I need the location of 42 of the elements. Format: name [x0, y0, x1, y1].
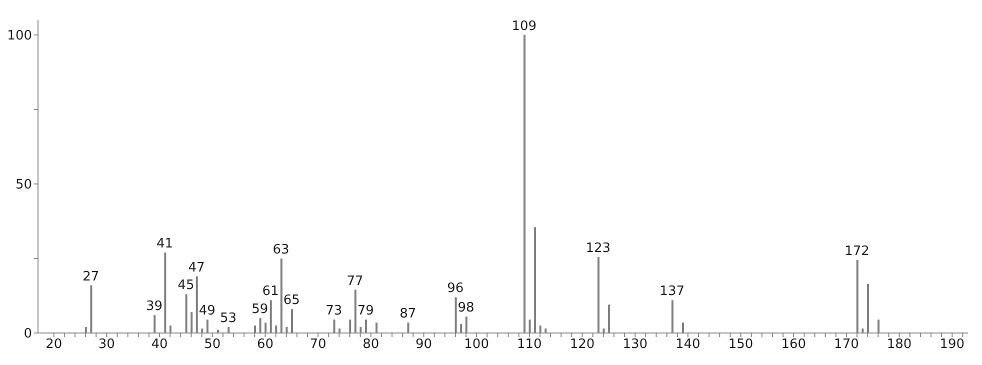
x-tick-label: 180 [886, 337, 912, 352]
annotation: 45 [178, 278, 194, 294]
y-tick-label: 100 [7, 28, 32, 44]
x-tick-label: 90 [415, 337, 432, 352]
annotation: 98 [458, 300, 474, 316]
annotation: 172 [844, 244, 870, 259]
annotation: 87 [400, 306, 416, 322]
annotation: 27 [82, 269, 100, 284]
annotation: 73 [326, 304, 342, 319]
annotation: 65 [283, 293, 300, 308]
annotation: 61 [262, 284, 279, 300]
annotation: 53 [220, 311, 236, 326]
annotation: 77 [346, 274, 364, 289]
y-tick-label: 50 [15, 178, 32, 193]
annotation: 41 [156, 236, 174, 252]
x-tick-label: 30 [98, 337, 115, 352]
annotation: 39 [146, 299, 163, 314]
annotation: 49 [198, 304, 216, 319]
x-tick-label: 160 [781, 337, 806, 352]
x-tick-label: 70 [310, 337, 326, 352]
x-tick-label: 100 [464, 337, 489, 352]
x-tick-label: 110 [517, 337, 542, 352]
x-tick-label: 20 [46, 337, 62, 352]
annotation: 59 [252, 302, 268, 318]
x-tick-label: 130 [622, 337, 648, 352]
annotation: 96 [447, 281, 464, 296]
y-tick-label: 0 [24, 326, 32, 342]
x-tick-label: 60 [256, 337, 274, 352]
annotation: 137 [660, 284, 685, 300]
x-tick-label: 40 [151, 337, 168, 352]
annotation: 47 [188, 260, 205, 276]
x-tick-label: 140 [676, 337, 700, 352]
annotation: 63 [272, 242, 290, 258]
x-tick-label: 170 [834, 337, 859, 352]
x-tick-label: 190 [940, 337, 965, 352]
annotation: 123 [586, 240, 611, 256]
x-tick-label: 120 [570, 337, 595, 352]
x-tick-label: 80 [362, 337, 380, 352]
annotation: 109 [512, 18, 537, 34]
x-tick-label: 150 [728, 337, 754, 352]
annotation: 79 [357, 304, 374, 319]
x-tick-label: 50 [204, 337, 221, 352]
